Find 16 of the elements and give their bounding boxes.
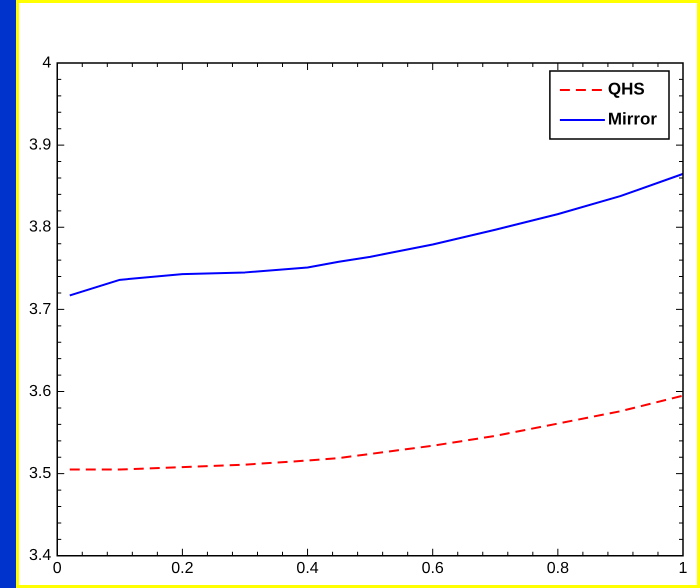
line-series [68,394,683,471]
y-tick-label: 3.9 [28,136,52,154]
legend-label: Mirror [608,110,658,129]
x-tick-label: 0.4 [296,560,319,577]
x-tick-label: 0.2 [171,560,194,577]
x-tick-label: 1 [678,560,688,577]
y-tick-label: 3.4 [28,547,52,564]
y-tick-label: 4 [42,54,52,72]
x-tick-label: 0 [52,560,62,577]
y-tick-label: 3.8 [28,218,52,236]
x-tick-label: 0.8 [546,560,570,577]
y-tick-label: 3.5 [28,465,52,482]
x-tick-label: 0.6 [422,560,444,577]
y-tick-label: 3.6 [28,382,52,400]
legend-label: QHS [608,80,645,99]
y-tick-label: 3.7 [28,300,52,318]
